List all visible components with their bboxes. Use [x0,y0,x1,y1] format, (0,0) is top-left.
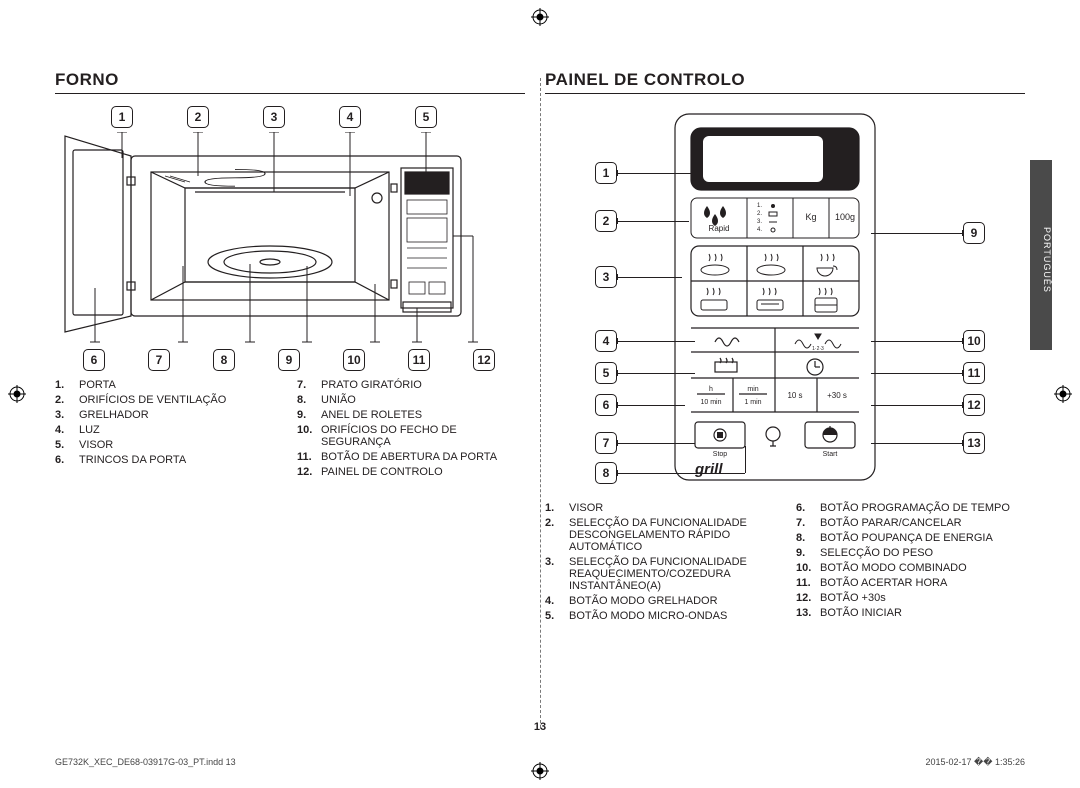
oven-callout-2: 2 [187,106,209,128]
language-tab: PORTUGUÊS [1030,160,1052,350]
cp-callout-12: 12 [963,394,985,416]
oven-legend: 1.PORTA 2.ORIFÍCIOS DE VENTILAÇÃO 3.GREL… [55,379,525,481]
cp-callout-3: 3 [595,266,617,288]
oven-illustration [55,132,515,352]
oven-callout-6: 6 [83,349,105,371]
svg-text:1 min: 1 min [744,399,761,406]
oven-callout-7: 7 [148,349,170,371]
svg-text:3.: 3. [757,219,762,225]
oven-callout-11: 11 [408,349,430,371]
cp-callout-5: 5 [595,362,617,384]
footer-date: 2015-02-17 �� 1:35:26 [925,757,1025,768]
cp-callout-13: 13 [963,432,985,454]
page-number: 13 [0,721,1080,733]
footer-file: GE732K_XEC_DE68-03917G-03_PT.indd 13 [55,757,236,768]
svg-text:4.: 4. [757,227,762,233]
cp-callout-8: 8 [595,462,617,484]
title-painel: PAINEL DE CONTROLO [545,70,1025,94]
svg-text:Stop: Stop [713,451,728,458]
svg-text:h: h [709,386,713,393]
oven-callout-1: 1 [111,106,133,128]
panel-legend: 1.VISOR 2.SELECÇÃO DA FUNCIONALIDADE DES… [545,502,1025,625]
svg-text:Start: Start [823,451,838,458]
center-divider [540,78,541,728]
svg-text:1·2·3: 1·2·3 [812,346,824,352]
registration-mark-top [531,8,549,26]
svg-text:1.: 1. [757,203,762,209]
oven-callout-12: 12 [473,349,495,371]
svg-text:+30 s: +30 s [827,391,847,400]
svg-text:2.: 2. [757,211,762,217]
svg-text:min: min [747,386,758,393]
registration-mark-right [1054,385,1072,403]
control-panel-illustration: Rapid Kg 100g 1. 2. 3. 4. [665,106,885,486]
svg-text:10 min: 10 min [700,399,721,406]
cp-callout-6: 6 [595,394,617,416]
oven-callout-8: 8 [213,349,235,371]
cp-callout-11: 11 [963,362,985,384]
svg-text:Kg: Kg [805,212,816,222]
oven-diagram: 1 2 3 4 5 [55,106,515,371]
cp-callout-1: 1 [595,162,617,184]
oven-callout-3: 3 [263,106,285,128]
svg-text:100g: 100g [835,212,855,222]
svg-text:grill: grill [694,461,723,478]
title-forno: FORNO [55,70,525,94]
svg-text:Rapid: Rapid [709,224,730,233]
cp-callout-10: 10 [963,330,985,352]
svg-text:10 s: 10 s [787,391,802,400]
cp-callout-7: 7 [595,432,617,454]
oven-callout-9: 9 [278,349,300,371]
control-panel-diagram: 1 2 3 4 5 6 7 8 9 10 11 12 13 [545,106,1015,496]
registration-mark-left [8,385,26,403]
oven-callout-4: 4 [339,106,361,128]
cp-callout-2: 2 [595,210,617,232]
oven-callout-10: 10 [343,349,365,371]
cp-callout-4: 4 [595,330,617,352]
cp-callout-9: 9 [963,222,985,244]
oven-callout-5: 5 [415,106,437,128]
